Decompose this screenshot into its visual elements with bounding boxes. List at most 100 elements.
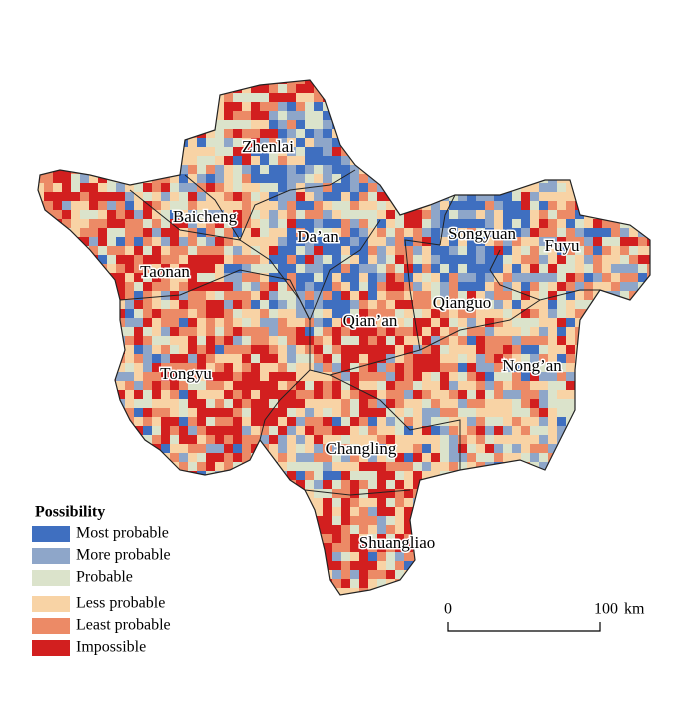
grid-cell — [116, 417, 126, 427]
grid-cell — [395, 345, 405, 355]
grid-cell — [575, 120, 585, 130]
grid-cell — [233, 80, 243, 85]
grid-cell — [521, 192, 531, 202]
grid-cell — [575, 507, 585, 517]
grid-cell — [476, 80, 486, 85]
grid-cell — [593, 129, 603, 139]
grid-cell — [422, 264, 432, 274]
grid-cell — [224, 426, 234, 436]
grid-cell — [476, 237, 486, 247]
grid-cell — [584, 264, 594, 274]
grid-cell — [512, 309, 522, 319]
grid-cell — [530, 390, 540, 400]
grid-cell — [170, 156, 180, 166]
grid-cell — [233, 588, 243, 595]
grid-cell — [251, 390, 261, 400]
grid-cell — [80, 345, 90, 355]
grid-cell — [602, 408, 612, 418]
grid-cell — [395, 129, 405, 139]
grid-cell — [287, 300, 297, 310]
grid-cell — [494, 120, 504, 130]
grid-cell — [485, 444, 495, 454]
grid-cell — [62, 417, 72, 427]
grid-cell — [242, 264, 252, 274]
grid-cell — [107, 210, 117, 220]
grid-cell — [206, 291, 216, 301]
grid-cell — [458, 264, 468, 274]
grid-cell — [206, 282, 216, 292]
grid-cell — [224, 516, 234, 526]
grid-cell — [449, 174, 459, 184]
grid-cell — [521, 345, 531, 355]
grid-cell — [602, 579, 612, 589]
grid-cell — [359, 327, 369, 337]
grid-cell — [134, 246, 144, 256]
grid-cell — [296, 210, 306, 220]
grid-cell — [332, 291, 342, 301]
grid-cell — [359, 219, 369, 229]
grid-cell — [215, 399, 225, 409]
grid-cell — [62, 372, 72, 382]
grid-cell — [98, 444, 108, 454]
grid-cell — [512, 84, 522, 94]
grid-cell — [404, 120, 414, 130]
grid-cell — [206, 480, 216, 490]
grid-cell — [404, 480, 414, 490]
grid-cell — [107, 201, 117, 211]
grid-cell — [269, 228, 279, 238]
grid-cell — [161, 102, 171, 112]
grid-cell — [548, 318, 558, 328]
grid-cell — [206, 327, 216, 337]
grid-cell — [404, 579, 414, 589]
grid-cell — [197, 273, 207, 283]
grid-cell — [512, 597, 521, 606]
grid-cell — [179, 201, 189, 211]
grid-cell — [287, 471, 297, 481]
grid-cell — [305, 543, 315, 553]
grid-cell — [206, 80, 216, 85]
grid-cell — [413, 138, 423, 148]
grid-cell — [260, 210, 270, 220]
grid-cell — [62, 480, 72, 490]
grid-cell — [296, 192, 306, 202]
grid-cell — [476, 219, 486, 229]
grid-cell — [449, 408, 459, 418]
grid-cell — [323, 552, 333, 562]
grid-cell — [350, 327, 360, 337]
grid-cell — [476, 102, 486, 112]
grid-cell — [179, 390, 189, 400]
grid-cell — [125, 80, 135, 85]
grid-cell — [197, 282, 207, 292]
grid-cell — [458, 273, 468, 283]
grid-cell — [566, 255, 576, 265]
grid-cell — [179, 228, 189, 238]
grid-cell — [278, 129, 288, 139]
grid-cell — [125, 498, 135, 508]
grid-cell — [458, 210, 468, 220]
grid-cell — [539, 390, 549, 400]
grid-cell — [584, 381, 594, 391]
grid-cell — [449, 588, 459, 595]
grid-cell — [188, 516, 198, 526]
grid-cell — [422, 336, 432, 346]
grid-cell — [431, 453, 441, 463]
grid-cell — [404, 201, 414, 211]
grid-cell — [323, 372, 333, 382]
grid-cell — [224, 408, 234, 418]
grid-cell — [449, 534, 459, 544]
grid-cell — [584, 471, 594, 481]
grid-cell — [134, 138, 144, 148]
grid-cell — [89, 192, 99, 202]
grid-cell — [107, 507, 117, 517]
grid-cell — [305, 273, 315, 283]
grid-cell — [395, 498, 405, 508]
grid-cell — [620, 273, 630, 283]
grid-cell — [71, 435, 81, 445]
grid-cell — [296, 480, 306, 490]
grid-cell — [359, 516, 369, 526]
grid-cell — [584, 579, 594, 589]
grid-cell — [413, 399, 423, 409]
grid-cell — [269, 435, 279, 445]
grid-cell — [170, 282, 180, 292]
grid-cell — [431, 363, 441, 373]
